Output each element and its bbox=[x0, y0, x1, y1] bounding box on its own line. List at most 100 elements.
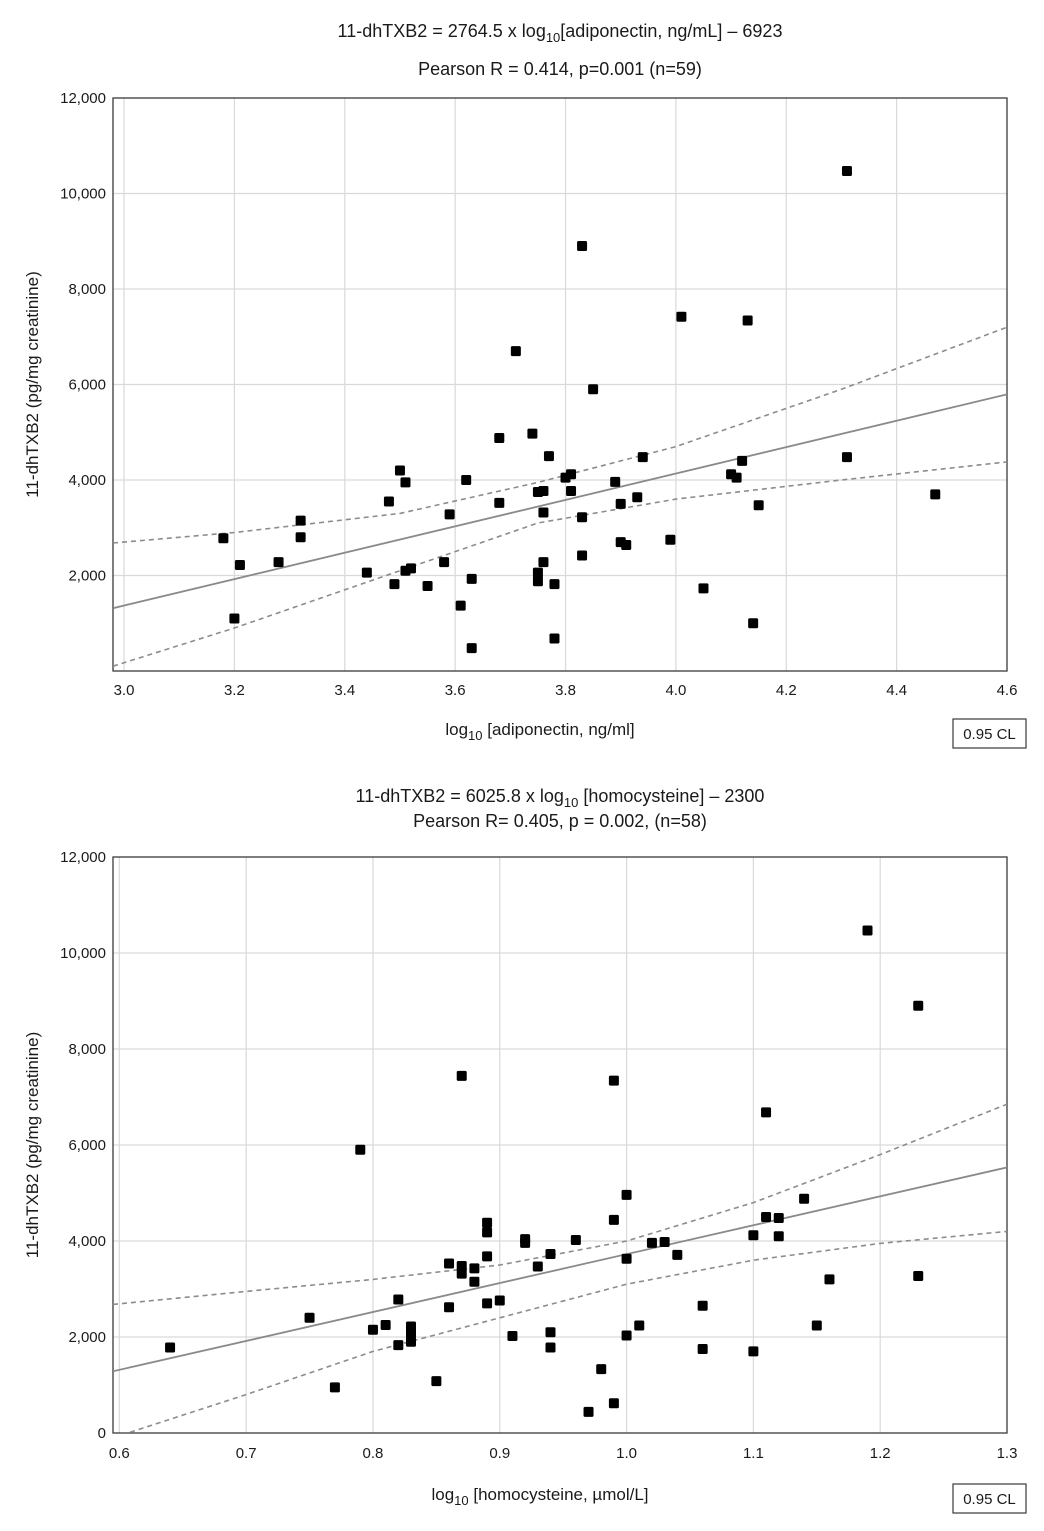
plot-frame bbox=[112, 856, 1008, 1434]
data-point bbox=[753, 500, 764, 511]
data-point bbox=[532, 567, 543, 578]
data-point bbox=[748, 1230, 759, 1241]
data-point bbox=[444, 1302, 455, 1313]
legend-box bbox=[952, 718, 1027, 749]
y-tick-label: 0 bbox=[98, 1425, 106, 1442]
data-point bbox=[361, 567, 372, 578]
data-point bbox=[295, 515, 306, 526]
data-point bbox=[615, 498, 626, 509]
data-point bbox=[731, 472, 742, 483]
x-tick-label: 3.2 bbox=[224, 682, 245, 699]
data-point bbox=[621, 1330, 632, 1341]
data-point bbox=[698, 583, 709, 594]
data-point bbox=[466, 643, 477, 654]
data-point bbox=[389, 579, 400, 590]
data-point bbox=[466, 573, 477, 584]
data-point bbox=[406, 563, 416, 574]
data-point bbox=[549, 633, 560, 644]
data-point bbox=[218, 533, 229, 544]
regression-line bbox=[113, 1166, 1007, 1373]
data-point bbox=[406, 1336, 416, 1347]
data-point bbox=[672, 1249, 683, 1260]
legend-label: 0.95 CL bbox=[963, 1491, 1016, 1508]
data-point bbox=[538, 507, 549, 518]
y-tick-label: 4,000 bbox=[68, 1233, 106, 1250]
x-tick-label: 1.0 bbox=[616, 1445, 637, 1462]
ci-upper-line bbox=[113, 1103, 1007, 1306]
x-tick-label: 3.8 bbox=[555, 682, 576, 699]
gridlines bbox=[113, 98, 1007, 671]
data-point bbox=[841, 452, 852, 463]
y-tick-label: 8,000 bbox=[68, 1041, 106, 1058]
data-point bbox=[545, 1248, 556, 1259]
data-point bbox=[577, 512, 588, 523]
data-point bbox=[773, 1231, 784, 1242]
x-tick-label: 0.6 bbox=[109, 1445, 130, 1462]
data-point bbox=[444, 509, 455, 520]
data-point bbox=[329, 1382, 340, 1393]
data-point bbox=[507, 1331, 518, 1342]
data-point bbox=[545, 1327, 556, 1338]
data-point bbox=[456, 1260, 467, 1271]
data-point bbox=[596, 1364, 607, 1375]
chart-subtitle: Pearson R = 0.414, p=0.001 (n=59) bbox=[418, 59, 702, 79]
data-point bbox=[355, 1144, 366, 1155]
x-tick-label: 4.6 bbox=[997, 682, 1018, 699]
y-tick-label: 10,000 bbox=[60, 945, 106, 962]
y-tick-label: 10,000 bbox=[60, 186, 106, 203]
plot-frame bbox=[112, 97, 1008, 672]
data-point bbox=[748, 618, 759, 629]
x-tick-label: 4.4 bbox=[886, 682, 907, 699]
data-point bbox=[799, 1193, 810, 1204]
chart-subtitle: Pearson R= 0.405, p = 0.002, (n=58) bbox=[413, 811, 707, 831]
data-point bbox=[913, 1271, 924, 1282]
data-point bbox=[482, 1227, 493, 1238]
x-tick-label: 0.9 bbox=[489, 1445, 510, 1462]
x-tick-label: 0.7 bbox=[236, 1445, 257, 1462]
x-tick-label: 3.4 bbox=[334, 682, 355, 699]
data-point bbox=[621, 539, 632, 550]
data-point bbox=[570, 1235, 581, 1246]
data-point bbox=[538, 557, 549, 568]
data-point bbox=[393, 1294, 404, 1305]
data-point bbox=[393, 1340, 404, 1351]
x-tick-label: 1.1 bbox=[743, 1445, 764, 1462]
data-point bbox=[811, 1320, 822, 1331]
data-point bbox=[482, 1217, 493, 1228]
data-point bbox=[234, 559, 245, 570]
ci-upper-line bbox=[113, 326, 1007, 544]
regression-line bbox=[113, 393, 1007, 610]
data-point bbox=[634, 1320, 645, 1331]
data-point bbox=[469, 1263, 480, 1274]
chart-panel-1: 11-dhTXB2 = 2764.5 x log10[adiponectin, … bbox=[23, 21, 1027, 749]
chart-title: 11-dhTXB2 = 6025.8 x log10 [homocysteine… bbox=[356, 786, 765, 810]
data-point bbox=[444, 1258, 455, 1269]
data-point bbox=[621, 1189, 632, 1200]
data-point bbox=[637, 452, 648, 463]
data-point bbox=[482, 1298, 493, 1309]
data-point bbox=[532, 576, 543, 587]
data-point bbox=[456, 1070, 467, 1081]
y-tick-label: 4,000 bbox=[68, 472, 106, 489]
data-point bbox=[665, 534, 676, 545]
data-point bbox=[676, 311, 687, 322]
data-point bbox=[742, 315, 753, 326]
y-tick-label: 6,000 bbox=[68, 1137, 106, 1154]
data-point bbox=[824, 1274, 835, 1285]
data-point bbox=[697, 1344, 708, 1354]
data-point bbox=[510, 346, 521, 357]
data-point bbox=[482, 1251, 493, 1262]
data-point bbox=[456, 1268, 467, 1279]
data-point bbox=[930, 489, 941, 500]
data-point bbox=[566, 469, 577, 480]
chart-panel-2: 11-dhTXB2 = 6025.8 x log10 [homocysteine… bbox=[23, 786, 1027, 1514]
data-point bbox=[577, 241, 588, 252]
data-point bbox=[527, 428, 538, 439]
y-tick-label: 2,000 bbox=[68, 1329, 106, 1346]
legend-ci: 0.95 CL bbox=[952, 1483, 1027, 1514]
data-point bbox=[394, 465, 405, 476]
x-tick-label: 0.8 bbox=[363, 1445, 384, 1462]
data-points bbox=[165, 925, 924, 1417]
data-points bbox=[218, 166, 941, 654]
data-point bbox=[862, 925, 873, 936]
